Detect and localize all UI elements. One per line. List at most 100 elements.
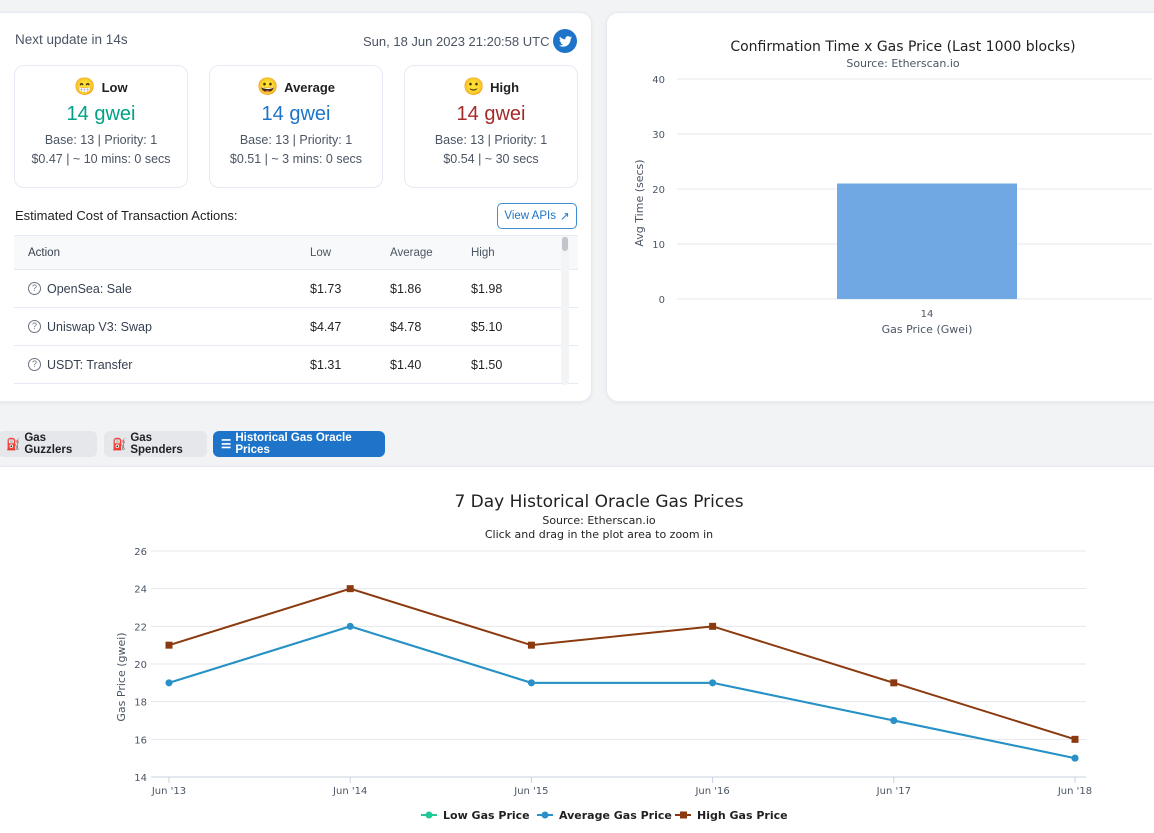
data-point[interactable] [709,679,717,687]
y-tick-label: 18 [134,698,147,709]
table-row: ? OpenSea: Sale $1.73 $1.86 $1.98 [14,270,578,308]
legend-marker [425,811,433,819]
tier-average-price: 14 gwei [261,103,331,125]
col-header-average: Average [390,246,433,259]
cell-low: $1.31 [310,357,342,372]
legend-label[interactable]: Average Gas Price [559,809,672,822]
x-tick-label: Jun '17 [876,786,911,797]
tab-gas-spenders[interactable]: ⛽ Gas Spenders [104,431,207,457]
tier-low-label: Low [101,79,128,95]
smile-emoji-icon: 😀 [257,77,279,96]
y-tick-label: 24 [134,585,147,596]
col-header-action: Action [28,246,60,259]
col-header-high: High [471,246,495,259]
tab-historical-label: Historical Gas Oracle Prices [235,432,352,456]
legend-label[interactable]: High Gas Price [697,809,788,822]
twitter-icon [558,35,572,47]
view-apis-button[interactable]: View APIs ↗ [497,203,577,229]
tier-low-base: Base: 13 | Priority: 1 [44,133,158,147]
tab-historical-gas-oracle-prices[interactable]: ☰ Historical Gas Oracle Prices [213,431,385,457]
x-tick-label: Jun '13 [151,786,186,797]
action-name: Uniswap V3: Swap [47,319,152,334]
tier-average-cost: $0.51 | ~ 3 mins: 0 secs [229,152,363,166]
tier-high-label: High [490,79,520,95]
series-line[interactable] [168,625,1076,760]
y-tick-label: 20 [652,185,665,196]
action-name: OpenSea: Sale [47,281,132,296]
cell-average: $1.40 [390,357,422,372]
data-point[interactable] [527,679,535,687]
actions-table: Action Low Average High ? OpenSea: Sale $… [14,235,578,385]
table-row: ? Uniswap V3: Swap $4.47 $4.78 $5.10 [14,308,578,346]
tier-high-base: Base: 13 | Priority: 1 [434,133,548,147]
cell-high: $1.98 [471,281,503,296]
historical-chart-card: 7 Day Historical Oracle Gas Prices Sourc… [0,466,1154,833]
action-name: USDT: Transfer [47,357,133,372]
chart-subtitle: Source: Etherscan.io [542,514,656,527]
list-icon: ☰ [221,439,232,451]
cell-high: $1.50 [471,357,503,372]
twitter-share-button[interactable] [553,29,577,53]
tier-high-card: 🙂 High 14 gwei Base: 13 | Priority: 1 $0.… [404,65,578,188]
tier-low-price: 14 gwei [66,103,136,125]
y-tick-label: 16 [134,735,147,746]
series-line[interactable] [168,625,1076,760]
data-point[interactable] [890,679,898,687]
x-axis-label: Gas Price (Gwei) [882,323,973,336]
table-header: Action Low Average High [14,236,578,270]
data-point[interactable] [346,622,354,630]
data-point[interactable] [527,641,535,649]
external-link-icon: ↗ [559,211,570,223]
data-point[interactable] [1071,754,1079,762]
grin-emoji-icon: 😁 [74,77,96,96]
tier-average-label: Average [284,79,335,95]
x-tick-label: Jun '16 [694,786,729,797]
next-update-text: Next update in 14s [15,32,128,47]
x-tick-label: 14 [921,309,934,320]
question-circle-icon[interactable]: ? [28,320,41,333]
cell-high: $5.10 [471,319,503,334]
chart-title: 7 Day Historical Oracle Gas Prices [454,492,743,512]
cell-low: $1.73 [310,281,342,296]
cell-average: $1.86 [390,281,422,296]
historical-gas-price-chart[interactable]: 7 Day Historical Oracle Gas Prices Sourc… [0,467,1154,833]
tab-gas-spenders-label: Gas Spenders [130,432,183,456]
chart-zoom-hint: Click and drag in the plot area to zoom … [485,528,713,541]
question-circle-icon[interactable]: ? [28,358,41,371]
y-tick-label: 20 [134,660,147,671]
data-point[interactable] [165,641,173,649]
x-tick-label: Jun '15 [513,786,548,797]
gas-pump-icon: ⛽ [6,439,21,451]
scrollbar-thumb[interactable] [562,237,568,251]
table-scrollbar[interactable] [561,235,569,385]
gas-tracker-card: Next update in 14s Sun, 18 Jun 2023 21:2… [0,12,592,402]
y-axis-label: Avg Time (secs) [633,159,646,246]
bar[interactable] [837,183,1017,300]
slight-smile-emoji-icon: 🙂 [462,77,485,96]
y-tick-label: 22 [134,622,147,633]
tier-high-cost: $0.54 | ~ 30 secs [443,152,539,166]
estimated-cost-title: Estimated Cost of Transaction Actions: [15,208,238,223]
tier-low-card: 😁 Low 14 gwei Base: 13 | Priority: 1 $0.4… [14,65,188,188]
table-row: ? USDT: Transfer $1.31 $1.40 $1.50 [14,346,578,384]
data-point[interactable] [165,679,173,687]
data-point[interactable] [1071,735,1079,743]
confirmation-time-chart[interactable]: Confirmation Time x Gas Price (Last 1000… [607,13,1154,403]
y-tick-label: 30 [652,130,665,141]
y-axis-label: Gas Price (gwei) [115,632,128,721]
chart-title: Confirmation Time x Gas Price (Last 1000… [730,39,1075,55]
data-point[interactable] [890,717,898,724]
tier-average-card: 😀 Average 14 gwei Base: 13 | Priority: 1 … [209,65,383,188]
tier-low-cost: $0.47 | ~ 10 mins: 0 secs [31,152,171,166]
x-tick-label: Jun '14 [332,786,367,797]
data-point[interactable] [709,622,717,630]
confirmation-chart-card: Confirmation Time x Gas Price (Last 1000… [606,12,1154,402]
cell-low: $4.47 [310,319,342,334]
question-circle-icon[interactable]: ? [28,282,41,295]
legend-label[interactable]: Low Gas Price [443,809,530,822]
tab-gas-guzzlers[interactable]: ⛽ Gas Guzzlers [0,431,97,457]
view-apis-label: View APIs [504,210,556,222]
data-point[interactable] [346,585,354,593]
x-tick-label: Jun '18 [1057,786,1092,797]
series-line[interactable] [168,587,1076,741]
